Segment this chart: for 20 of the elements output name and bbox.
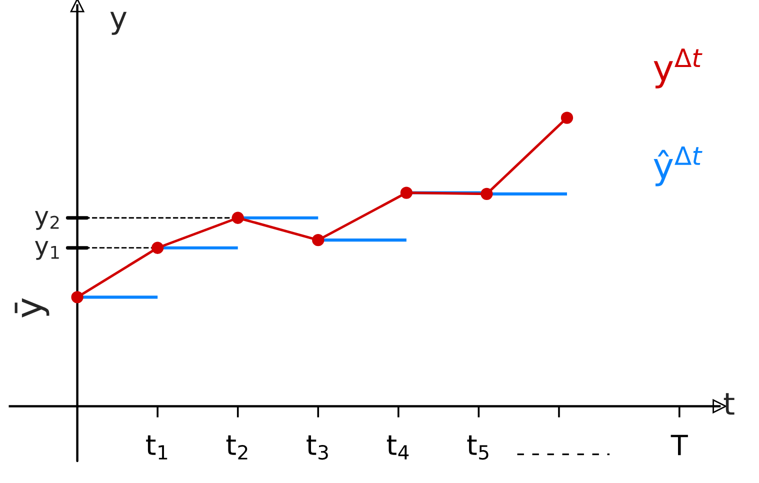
x-tick-label: t$_{5}$ — [467, 435, 488, 460]
point — [232, 212, 244, 224]
point — [312, 234, 324, 246]
text: y$^{Δt}$ — [654, 48, 702, 88]
point — [152, 242, 164, 254]
point — [480, 188, 493, 200]
x-tick-label: t$_{3}$ — [306, 435, 328, 460]
annotation: ȳ — [14, 298, 50, 318]
x-tick-label: t$_{1}$ — [146, 435, 168, 460]
point — [71, 291, 84, 304]
ref-line-label: y$_{2}$ — [34, 210, 59, 230]
text: ŷ$^{Δt}$ — [654, 146, 702, 186]
ref-line-label: y$_{1}$ — [34, 240, 59, 260]
x-tick-label: t$_{4}$ — [386, 435, 409, 460]
point — [560, 112, 574, 124]
y-axis-title: y — [110, 12, 127, 35]
x-tick-label: t$_{2}$ — [226, 435, 248, 460]
x-axis-title: t — [724, 393, 734, 415]
point — [400, 186, 413, 199]
x-tick-label: T — [670, 434, 688, 456]
